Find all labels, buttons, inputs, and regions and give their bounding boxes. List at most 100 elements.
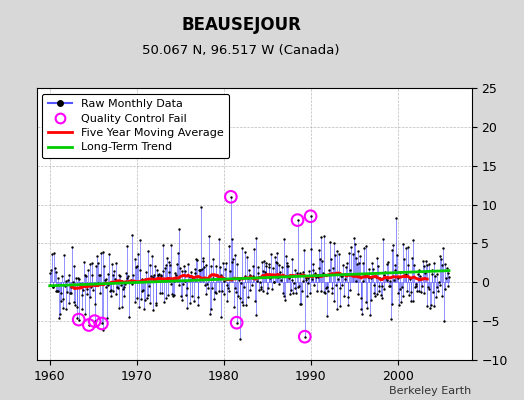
Point: [432, 294, 440, 300]
Point: [143, 294, 151, 301]
Point: [375, 282, 383, 289]
Point: [108, 261, 116, 267]
Point: [392, 215, 400, 221]
Point: [232, 289, 240, 295]
Point: [294, 284, 302, 290]
Point: [110, 268, 118, 275]
Point: [394, 290, 402, 296]
Point: [320, 289, 329, 295]
Point: [414, 287, 423, 294]
Point: [351, 278, 359, 284]
Point: [211, 289, 219, 296]
Point: [365, 274, 374, 280]
Point: [277, 277, 285, 283]
Point: [265, 263, 274, 270]
Point: [170, 278, 179, 284]
Point: [184, 260, 192, 267]
Point: [288, 256, 296, 262]
Point: [380, 286, 389, 292]
Point: [130, 299, 139, 306]
Point: [204, 274, 213, 281]
Point: [48, 251, 56, 257]
Point: [163, 255, 171, 262]
Point: [210, 296, 219, 302]
Point: [250, 298, 259, 304]
Point: [328, 284, 336, 291]
Point: [434, 279, 443, 285]
Point: [99, 249, 107, 255]
Point: [75, 275, 84, 282]
Point: [183, 285, 192, 291]
Point: [379, 272, 388, 278]
Point: [326, 256, 335, 262]
Point: [92, 263, 100, 270]
Point: [382, 274, 390, 281]
Point: [106, 293, 115, 299]
Point: [70, 298, 78, 305]
Point: [258, 259, 266, 266]
Point: [358, 278, 367, 284]
Point: [227, 194, 235, 200]
Point: [140, 306, 148, 312]
Point: [359, 260, 368, 266]
Point: [224, 284, 232, 291]
Point: [172, 261, 181, 268]
Point: [311, 274, 320, 280]
Point: [341, 276, 349, 282]
Point: [347, 244, 355, 251]
Point: [202, 290, 211, 297]
Point: [184, 272, 193, 279]
Point: [377, 292, 385, 298]
Point: [157, 272, 166, 278]
Point: [100, 263, 108, 269]
Point: [318, 258, 326, 264]
Point: [322, 285, 330, 291]
Point: [364, 266, 373, 272]
Point: [194, 294, 202, 300]
Point: [316, 256, 324, 262]
Point: [241, 273, 249, 279]
Point: [187, 269, 195, 276]
Point: [321, 289, 329, 296]
Point: [132, 263, 140, 270]
Point: [192, 256, 200, 262]
Point: [82, 286, 91, 292]
Point: [340, 293, 348, 300]
Point: [336, 284, 344, 291]
Point: [91, 300, 100, 307]
Point: [117, 282, 126, 288]
Point: [137, 296, 145, 302]
Point: [195, 266, 204, 273]
Point: [356, 253, 364, 260]
Point: [438, 262, 446, 268]
Point: [72, 275, 80, 281]
Point: [209, 275, 217, 281]
Point: [406, 276, 414, 282]
Point: [57, 289, 65, 296]
Point: [209, 256, 217, 262]
Point: [82, 272, 90, 279]
Point: [113, 284, 122, 290]
Point: [419, 258, 427, 264]
Point: [301, 334, 309, 340]
Point: [199, 258, 208, 265]
Point: [390, 262, 399, 268]
Point: [275, 280, 283, 287]
Point: [354, 291, 363, 298]
Point: [396, 268, 404, 275]
Point: [160, 299, 168, 306]
Point: [400, 272, 409, 279]
Point: [220, 278, 228, 284]
Point: [316, 234, 325, 240]
Point: [86, 294, 94, 300]
Point: [297, 300, 305, 307]
Point: [290, 280, 298, 287]
Point: [78, 306, 86, 312]
Point: [180, 268, 189, 274]
Point: [171, 270, 179, 277]
Point: [149, 274, 158, 280]
Point: [431, 273, 440, 279]
Point: [437, 256, 445, 262]
Point: [342, 264, 350, 270]
Point: [115, 272, 124, 278]
